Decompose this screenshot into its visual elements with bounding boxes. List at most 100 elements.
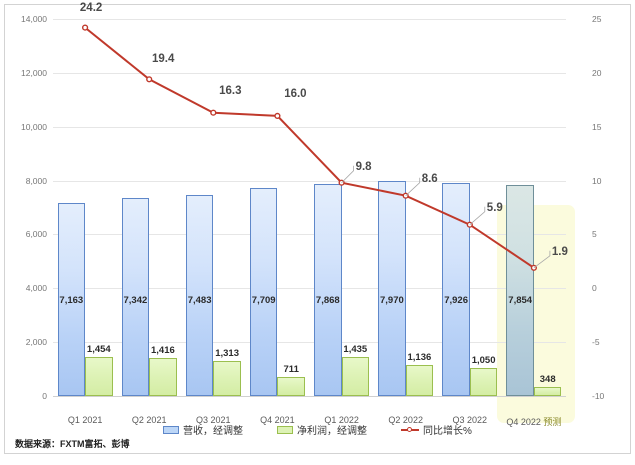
growth-line-marker bbox=[146, 76, 153, 83]
left-axis-tick: 10,000 bbox=[21, 121, 47, 132]
growth-line-marker bbox=[81, 24, 89, 31]
bar-label-net-profit: 1,435 bbox=[343, 344, 368, 356]
gridline bbox=[53, 19, 566, 20]
left-axis-tick: 0 bbox=[42, 391, 47, 401]
bar-net-profit bbox=[213, 360, 241, 396]
bar-label-net-profit: 1,136 bbox=[407, 352, 432, 364]
legend-label-yoy-growth: 同比增长% bbox=[423, 426, 472, 437]
category-label: Q1 2022 bbox=[324, 415, 359, 425]
category-label-text: Q4 2021 bbox=[260, 415, 295, 425]
right-axis-tick: -5 bbox=[592, 337, 600, 348]
category-label-text: Q1 2022 bbox=[324, 415, 359, 425]
bar-label-revenue: 7,709 bbox=[251, 295, 276, 306]
growth-line-marker bbox=[210, 109, 217, 116]
legend-label-revenue: 营收，经调整 bbox=[183, 426, 244, 437]
category-label-text: Q3 2022 bbox=[452, 415, 488, 425]
growth-line-path bbox=[84, 26, 535, 269]
gridline bbox=[53, 126, 566, 128]
bar-label-revenue: 7,868 bbox=[315, 295, 340, 306]
category-label: Q2 2021 bbox=[132, 415, 167, 425]
bar-label-revenue: 7,854 bbox=[508, 295, 533, 306]
category-label-text: Q1 2021 bbox=[67, 415, 103, 425]
bar-label-revenue: 7,342 bbox=[123, 295, 148, 306]
bar-label-net-profit: 1,416 bbox=[151, 344, 175, 356]
growth-point-label: 24.2 bbox=[79, 1, 103, 14]
category-label-text: Q2 2021 bbox=[131, 415, 167, 425]
right-axis-tick: 10 bbox=[592, 175, 602, 186]
category-label: Q3 2022 bbox=[453, 415, 488, 425]
axis-baseline bbox=[53, 396, 566, 397]
bar-revenue bbox=[57, 203, 86, 396]
growth-line-layer bbox=[81, 24, 551, 271]
label-leader-line bbox=[405, 177, 421, 196]
growth-point-label: 16.0 bbox=[284, 87, 307, 100]
bar-label-net-profit: 711 bbox=[283, 363, 299, 375]
legend-swatch-net-profit-icon bbox=[277, 425, 294, 434]
growth-point-label: 16.3 bbox=[219, 84, 242, 97]
bar-label-net-profit: 348 bbox=[539, 373, 556, 385]
bar-label-revenue: 7,970 bbox=[380, 295, 404, 306]
bar-net-profit bbox=[405, 365, 434, 396]
legend-item-revenue[interactable]: 营收，经调整 bbox=[163, 422, 243, 437]
bar-net-profit bbox=[469, 367, 498, 396]
plot-area: 7,163 1,454 7,342 1,416 7,483 1,313 7,709 711 7,… bbox=[21, 2, 604, 427]
bar-revenue bbox=[506, 184, 534, 396]
category-label: Q1 2021 bbox=[68, 415, 103, 425]
label-leader-line bbox=[533, 250, 551, 269]
growth-line-marker bbox=[274, 112, 281, 120]
legend-label-net-profit: 净利润，经调整 bbox=[297, 426, 368, 437]
left-axis-tick: 8,000 bbox=[25, 175, 47, 186]
chart-legend: 营收，经调整 净利润，经调整 同比增长% bbox=[5, 422, 630, 437]
source-note: 数据来源：FXTM富拓、彭博 bbox=[15, 439, 130, 449]
bar-label-net-profit: 1,454 bbox=[86, 343, 111, 355]
right-axis-tick: 20 bbox=[592, 67, 602, 78]
legend-item-yoy-growth[interactable]: 同比增长% bbox=[401, 422, 472, 437]
left-axis-tick: 14,000 bbox=[21, 14, 47, 24]
gridline bbox=[53, 180, 566, 182]
label-leader-line bbox=[341, 165, 354, 183]
left-axis-tick: 4,000 bbox=[25, 283, 47, 294]
bar-net-profit bbox=[277, 376, 305, 396]
bar-revenue bbox=[378, 181, 406, 396]
bar-label-revenue: 7,926 bbox=[444, 295, 468, 306]
gridline bbox=[53, 234, 566, 236]
bar-label-net-profit: 1,050 bbox=[471, 354, 496, 366]
right-axis-tick: 15 bbox=[592, 121, 602, 132]
forecast-label-text: 预测 bbox=[543, 417, 562, 427]
growth-point-label: 9.8 bbox=[355, 160, 372, 173]
bar-revenue bbox=[185, 194, 214, 396]
bar-net-profit bbox=[533, 386, 562, 396]
left-axis-tick: 6,000 bbox=[25, 229, 47, 240]
gridline bbox=[53, 342, 566, 344]
bar-net-profit bbox=[341, 357, 370, 396]
category-label-text: Q4 2022 bbox=[506, 417, 544, 427]
bar-net-profit bbox=[85, 356, 113, 396]
left-axis-tick: 2,000 bbox=[25, 337, 47, 348]
label-leader-line bbox=[469, 206, 486, 226]
legend-swatch-revenue-icon bbox=[163, 425, 180, 434]
left-axis-tick: 12,000 bbox=[21, 67, 47, 78]
gridline bbox=[53, 288, 566, 290]
legend-swatch-yoy-growth-icon bbox=[401, 426, 420, 434]
growth-point-label: 8.6 bbox=[421, 172, 438, 185]
right-axis-tick: 5 bbox=[592, 229, 597, 240]
gridline bbox=[53, 72, 566, 74]
category-label: Q3 2021 bbox=[196, 415, 231, 425]
bar-revenue bbox=[121, 198, 150, 396]
category-label: Q4 2022 预测 bbox=[506, 415, 561, 428]
bar-revenue bbox=[314, 184, 342, 396]
growth-point-label: 1.9 bbox=[551, 245, 568, 258]
right-axis-tick: 0 bbox=[592, 283, 597, 294]
category-label: Q4 2021 bbox=[260, 415, 295, 425]
bar-net-profit bbox=[149, 357, 177, 396]
right-axis-tick: -10 bbox=[592, 391, 605, 401]
bar-label-revenue: 7,483 bbox=[187, 295, 212, 306]
legend-item-net-profit[interactable]: 净利润，经调整 bbox=[277, 422, 367, 437]
bar-label-revenue: 7,163 bbox=[59, 295, 84, 306]
category-label-text: Q3 2021 bbox=[196, 415, 231, 425]
growth-point-label: 19.4 bbox=[151, 53, 175, 66]
growth-point-label: 5.9 bbox=[486, 201, 503, 214]
chart-frame: 7,163 1,454 7,342 1,416 7,483 1,313 7,709 711 7,… bbox=[4, 2, 631, 454]
bar-label-net-profit: 1,313 bbox=[215, 347, 239, 359]
